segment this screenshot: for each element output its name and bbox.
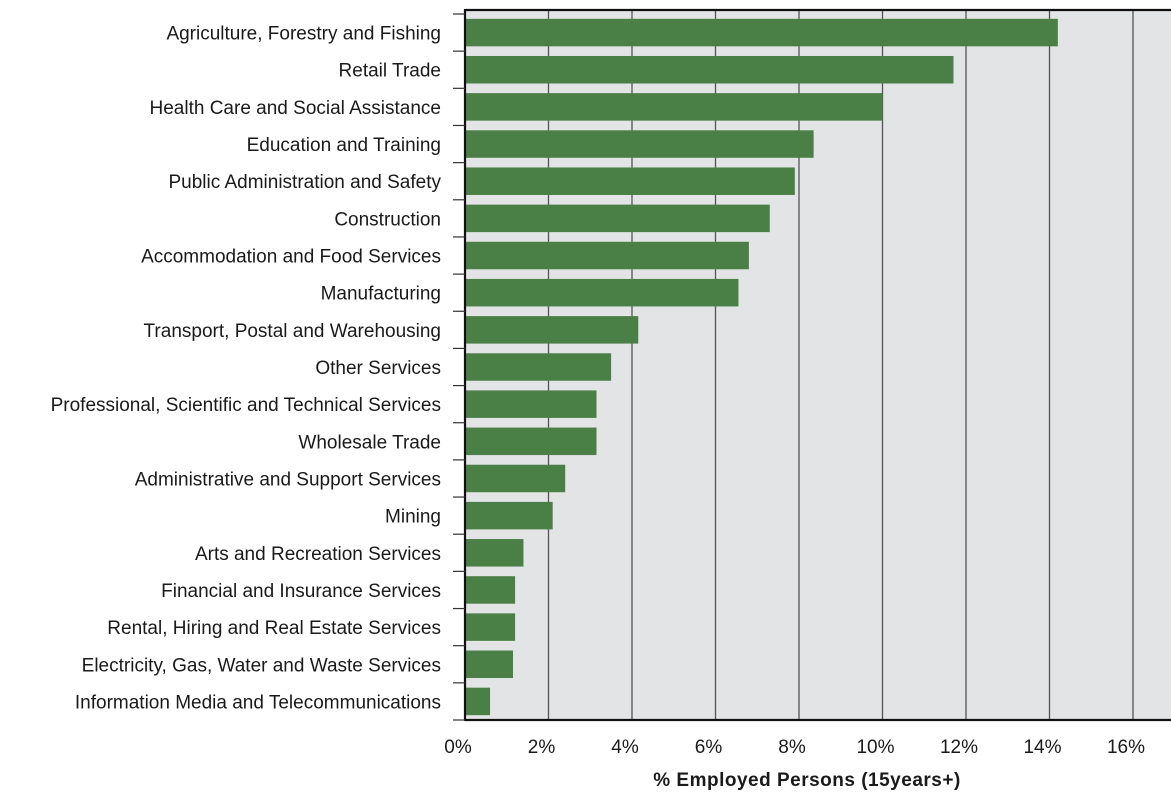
category-label: Public Administration and Safety [169,172,442,193]
bar [465,427,597,456]
bar [465,464,566,493]
bar [465,501,553,530]
x-tick-label: 4% [611,737,639,758]
gridlines [547,10,1134,720]
x-tick-label: 2% [528,737,556,758]
category-label: Manufacturing [321,284,441,305]
category-label: Arts and Recreation Services [195,544,441,565]
category-label: Rental, Hiring and Real Estate Services [107,618,441,639]
category-label: Information Media and Telecommunications [75,692,441,713]
category-label: Other Services [315,358,441,379]
bar [465,650,514,679]
category-label: Retail Trade [339,61,441,82]
x-tick-labels: 0% 2% 4% 6% 8% 10% 12% 14% 16% [444,737,1145,758]
category-label: Financial and Insurance Services [161,581,441,602]
bar [465,55,954,84]
category-label: Education and Training [247,135,441,156]
x-tick-label: 10% [856,737,894,758]
bar [465,576,516,604]
bar [465,93,883,121]
bar [465,353,612,381]
axes [453,8,1171,722]
category-label: Professional, Scientific and Technical S… [51,395,441,416]
bars [465,18,1058,716]
x-tick-label: 8% [778,737,806,758]
x-axis-title: % Employed Persons (15years+) [653,770,961,791]
category-label: Agriculture, Forestry and Fishing [166,24,441,45]
bar [465,539,524,567]
x-tick-label: 16% [1107,737,1145,758]
bar [465,278,739,307]
x-tick-label: 6% [695,737,723,758]
category-labels: Agriculture, Forestry and Fishing Retail … [51,24,442,714]
bar [465,687,491,716]
category-label: Accommodation and Food Services [141,247,441,268]
category-label: Transport, Postal and Warehousing [144,321,441,342]
bar [465,204,770,233]
category-label: Health Care and Social Assistance [150,98,442,119]
bar [465,18,1058,47]
category-label: Construction [334,209,441,230]
category-label: Administrative and Support Services [135,469,441,490]
bar [465,613,516,641]
bar [465,167,795,195]
x-tick-label: 14% [1023,737,1061,758]
x-tick-label: 12% [940,737,978,758]
bar [465,316,639,344]
bar [465,241,749,270]
x-tick-label: 0% [444,737,472,758]
category-label: Mining [385,507,441,528]
bar [465,390,597,418]
category-label: Wholesale Trade [298,432,441,453]
bar [465,130,814,158]
category-label: Electricity, Gas, Water and Waste Servic… [82,655,441,676]
